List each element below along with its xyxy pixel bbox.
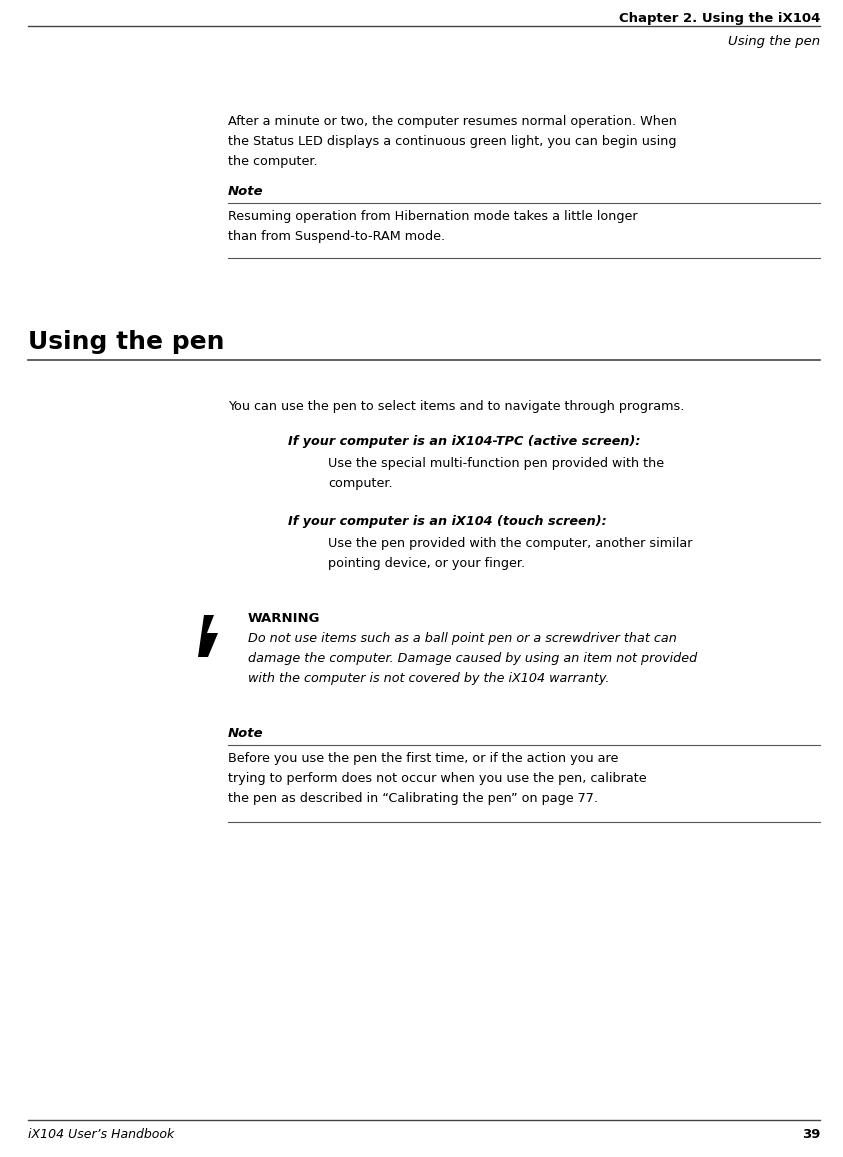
- Text: If your computer is an iX104 (touch screen):: If your computer is an iX104 (touch scre…: [288, 515, 607, 528]
- Text: Before you use the pen the first time, or if the action you are: Before you use the pen the first time, o…: [228, 752, 619, 765]
- Text: Use the pen provided with the computer, another similar: Use the pen provided with the computer, …: [328, 537, 692, 550]
- Text: the pen as described in “Calibrating the pen” on page 77.: the pen as described in “Calibrating the…: [228, 793, 598, 805]
- Text: Using the pen: Using the pen: [28, 330, 224, 354]
- Text: than from Suspend-to-RAM mode.: than from Suspend-to-RAM mode.: [228, 230, 445, 243]
- Text: with the computer is not covered by the iX104 warranty.: with the computer is not covered by the …: [248, 672, 609, 685]
- Text: You can use the pen to select items and to navigate through programs.: You can use the pen to select items and …: [228, 400, 685, 413]
- Text: After a minute or two, the computer resumes normal operation. When: After a minute or two, the computer resu…: [228, 115, 677, 128]
- Text: Do not use items such as a ball point pen or a screwdriver that can: Do not use items such as a ball point pe…: [248, 632, 677, 644]
- Text: If your computer is an iX104-TPC (active screen):: If your computer is an iX104-TPC (active…: [288, 435, 641, 448]
- Text: Resuming operation from Hibernation mode takes a little longer: Resuming operation from Hibernation mode…: [228, 211, 637, 223]
- Text: the computer.: the computer.: [228, 155, 318, 168]
- Text: Note: Note: [228, 185, 264, 198]
- Text: Use the special multi-function pen provided with the: Use the special multi-function pen provi…: [328, 457, 664, 470]
- Text: 39: 39: [802, 1128, 820, 1141]
- Text: damage the computer. Damage caused by using an item not provided: damage the computer. Damage caused by us…: [248, 653, 697, 665]
- Polygon shape: [198, 616, 218, 657]
- Text: the Status LED displays a continuous green light, you can begin using: the Status LED displays a continuous gre…: [228, 135, 676, 148]
- Text: trying to perform does not occur when you use the pen, calibrate: trying to perform does not occur when yo…: [228, 772, 647, 784]
- Text: Using the pen: Using the pen: [728, 35, 820, 47]
- Text: Note: Note: [228, 727, 264, 740]
- Text: pointing device, or your finger.: pointing device, or your finger.: [328, 557, 525, 570]
- Text: iX104 User’s Handbook: iX104 User’s Handbook: [28, 1128, 175, 1141]
- Text: Chapter 2. Using the iX104: Chapter 2. Using the iX104: [619, 12, 820, 25]
- Text: WARNING: WARNING: [248, 612, 320, 625]
- Text: computer.: computer.: [328, 477, 393, 491]
